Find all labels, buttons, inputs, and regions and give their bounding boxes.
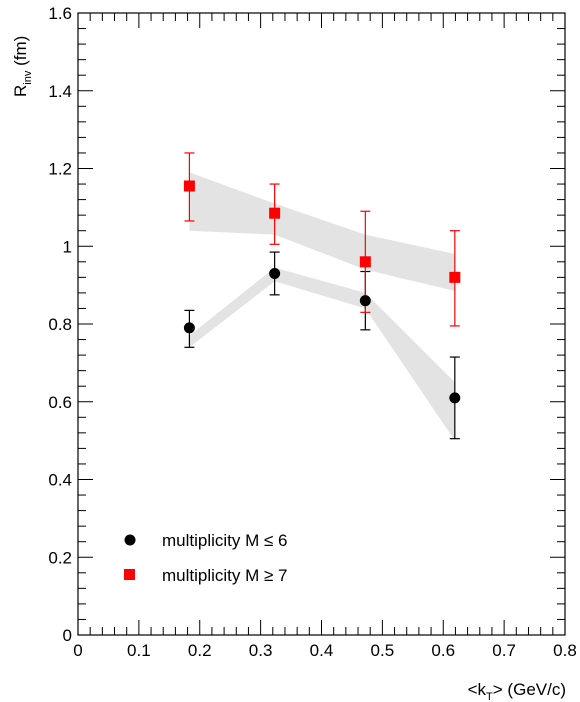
band-series-0 (189, 267, 455, 441)
x-axis-label-sub: T (486, 691, 493, 702)
x-tick-label: 0.2 (188, 641, 212, 660)
band-series-1 (189, 172, 455, 291)
x-tick-label: 0.6 (431, 641, 455, 660)
y-axis-label: Rinv (fm) (11, 36, 34, 97)
y-axis-label-main: R (11, 85, 30, 97)
data-points (183, 180, 461, 404)
y-tick-label: 1.6 (48, 4, 72, 23)
x-tick-label: 0.4 (310, 641, 334, 660)
point-series-0 (269, 267, 281, 279)
y-tick-label: 0.8 (48, 315, 72, 334)
point-series-1 (269, 207, 281, 219)
x-tick-label: 0.3 (249, 641, 273, 660)
x-axis-label-rest: > (GeV/c) (493, 680, 566, 699)
y-axis-label-rest: (fm) (11, 36, 30, 71)
uncertainty-bands (189, 172, 455, 441)
point-series-0 (359, 295, 371, 307)
y-tick-label: 1.2 (48, 160, 72, 179)
legend-marker-series-0 (124, 534, 136, 546)
y-tick-label: 1 (63, 237, 72, 256)
y-tick-label: 0.6 (48, 393, 72, 412)
plot-frame (77, 12, 566, 636)
point-series-1 (183, 180, 195, 192)
x-axis-label: <kT> (GeV/c) (468, 680, 566, 702)
x-axis-label-main: <k (468, 680, 487, 699)
point-series-0 (449, 392, 461, 404)
tick-labels: 0 0.1 0.2 0.3 0.4 0.5 0.6 0.7 0.8 0 0.2 0.4 0.6 0.8 1 1… (48, 4, 576, 660)
legend-marker-series-1 (124, 569, 135, 580)
y-tick-label: 0.4 (48, 471, 72, 490)
legend-label-series-1: multiplicity M ≥ 7 (162, 566, 288, 585)
point-series-0 (183, 322, 195, 334)
y-axis-label-sub: inv (22, 70, 34, 85)
legend: multiplicity M ≤ 6 multiplicity M ≥ 7 (124, 531, 288, 585)
x-tick-label: 0 (73, 641, 82, 660)
point-series-1 (449, 271, 461, 283)
legend-label-series-0: multiplicity M ≤ 6 (162, 531, 288, 550)
y-tick-label: 1.4 (48, 82, 72, 101)
point-series-1 (359, 256, 371, 268)
y-tick-label: 0.2 (48, 548, 72, 567)
x-tick-label: 0.5 (371, 641, 395, 660)
axis-ticks (77, 12, 566, 636)
y-tick-label: 0 (63, 626, 72, 645)
x-tick-label: 0.7 (492, 641, 516, 660)
x-tick-label: 0.8 (553, 641, 577, 660)
x-tick-label: 0.1 (127, 641, 151, 660)
